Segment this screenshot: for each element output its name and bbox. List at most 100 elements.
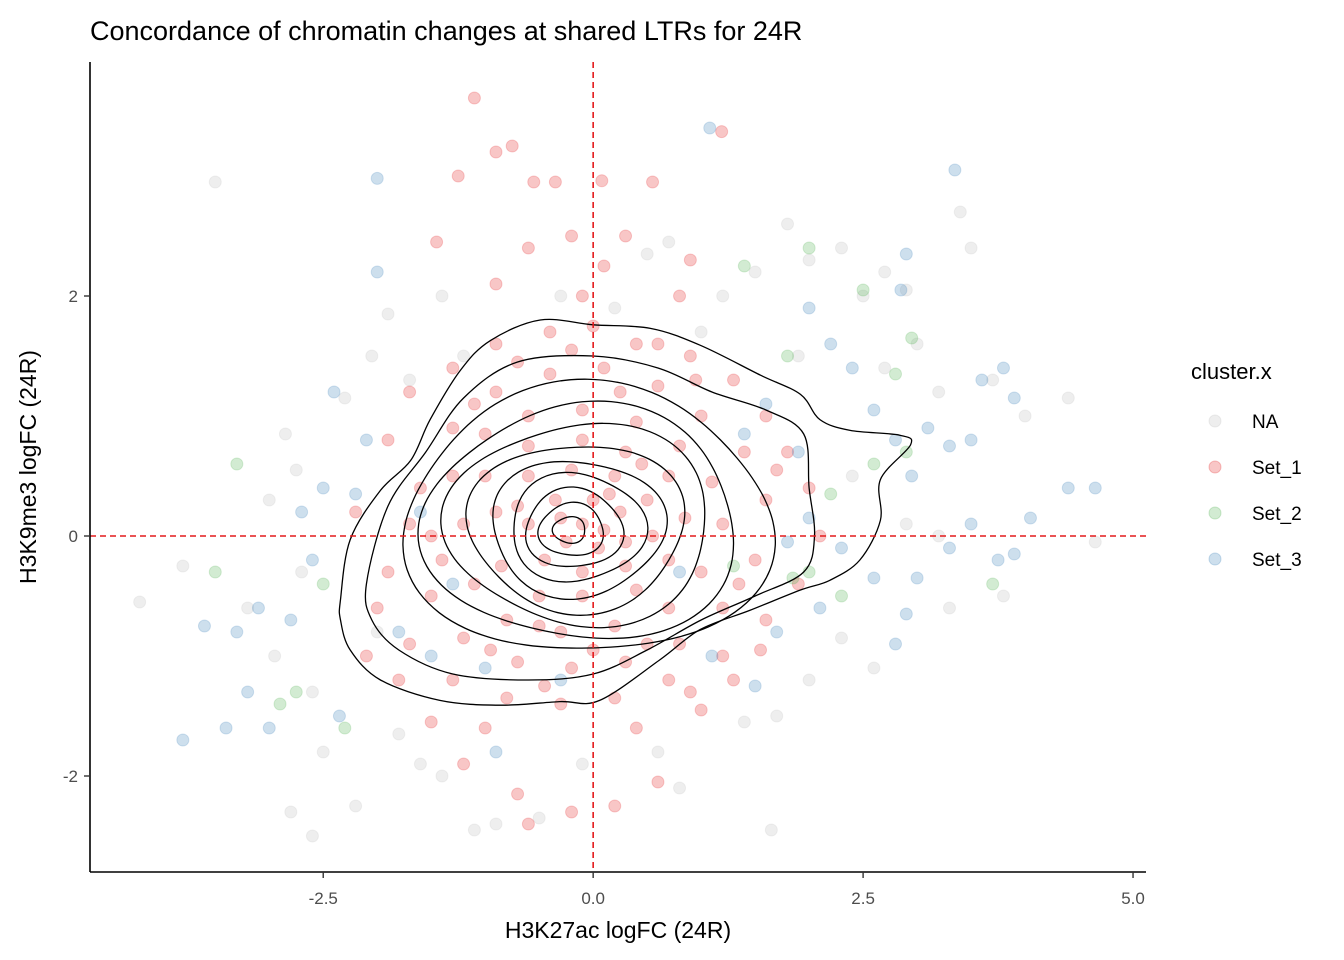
density-contour-3: [402, 378, 776, 649]
density-contour-2: [364, 354, 816, 681]
point-na: [289, 463, 303, 477]
point-set-1: [467, 397, 481, 411]
point-set-2: [905, 331, 919, 345]
point-na: [899, 283, 913, 297]
point-set-3: [791, 445, 805, 459]
point-set-3: [332, 709, 346, 723]
point-set-3: [705, 649, 719, 663]
point-set-1: [759, 613, 773, 627]
point-set-1: [565, 229, 579, 243]
point-set-1: [565, 463, 579, 477]
point-set-3: [1007, 547, 1021, 561]
point-set-1: [748, 553, 762, 567]
point-na: [370, 625, 384, 639]
point-set-1: [619, 655, 633, 669]
point-set-1: [451, 169, 465, 183]
point-set-1: [430, 235, 444, 249]
point-set-1: [575, 289, 589, 303]
point-na: [996, 589, 1010, 603]
point-set-1: [521, 469, 535, 483]
point-set-1: [511, 787, 525, 801]
point-set-3: [964, 517, 978, 531]
reference-lines: [90, 62, 1146, 872]
point-set-1: [543, 325, 557, 339]
point-na: [208, 175, 222, 189]
point-set-1: [543, 367, 557, 381]
point-set-3: [899, 607, 913, 621]
point-na: [349, 799, 363, 813]
point-na: [305, 829, 319, 843]
point-set-1: [500, 691, 514, 705]
point-set-3: [975, 373, 989, 387]
point-na: [1018, 409, 1032, 423]
point-na: [489, 817, 503, 831]
point-set-1: [575, 517, 589, 531]
point-set-1: [759, 493, 773, 507]
point-set-1: [595, 174, 609, 188]
point-na: [305, 685, 319, 699]
point-na: [457, 349, 471, 363]
point-na: [737, 715, 751, 729]
point-set-3: [262, 721, 276, 735]
point-set-1: [494, 559, 508, 573]
point-set-1: [575, 589, 589, 603]
point-na: [295, 565, 309, 579]
x-tick-label: 2.5: [851, 889, 875, 908]
point-set-1: [349, 505, 363, 519]
y-tick-label: 0: [69, 527, 78, 546]
point-set-1: [505, 139, 519, 153]
density-contour-1: [338, 318, 913, 706]
point-set-1: [716, 517, 730, 531]
point-set-1: [565, 661, 579, 675]
point-set-1: [446, 361, 460, 375]
y-tick-label: -2: [63, 767, 78, 786]
point-set-1: [673, 289, 687, 303]
point-set-1: [457, 631, 471, 645]
point-set-3: [251, 601, 265, 615]
point-set-1: [613, 505, 627, 519]
point-set-3: [899, 247, 913, 261]
point-set-1: [715, 125, 729, 139]
point-set-2: [737, 259, 751, 273]
point-na: [413, 757, 427, 771]
point-set-3: [942, 541, 956, 555]
point-set-1: [370, 601, 384, 615]
point-set-3: [948, 163, 962, 177]
point-set-3: [295, 505, 309, 519]
point-na: [694, 325, 708, 339]
point-set-2: [316, 577, 330, 591]
point-set-1: [489, 505, 503, 519]
point-set-3: [910, 571, 924, 585]
density-contour-7: [492, 460, 668, 601]
x-tick-label: -2.5: [309, 889, 338, 908]
point-set-3: [824, 337, 838, 351]
point-na: [748, 265, 762, 279]
point-set-3: [197, 619, 211, 633]
point-na: [953, 205, 967, 219]
point-set-3: [1061, 481, 1075, 495]
point-na: [435, 769, 449, 783]
x-tick-label: 5.0: [1121, 889, 1145, 908]
y-axis-ticks: -2 0 2: [63, 287, 90, 786]
point-set-3: [176, 733, 190, 747]
point-set-1: [694, 409, 708, 423]
point-set-3: [316, 481, 330, 495]
point-na: [435, 289, 449, 303]
point-na: [878, 361, 892, 375]
point-set-3: [813, 601, 827, 615]
y-tick-label: 2: [69, 287, 78, 306]
point-set-1: [597, 361, 611, 375]
point-na: [403, 373, 417, 387]
point-set-3: [921, 421, 935, 435]
point-set-1: [521, 241, 535, 255]
point-set-1: [446, 421, 460, 435]
point-set-1: [602, 487, 616, 501]
point-set-1: [359, 649, 373, 663]
point-set-1: [646, 175, 660, 189]
point-set-2: [899, 445, 913, 459]
point-set-1: [548, 175, 562, 189]
point-set-1: [683, 685, 697, 699]
point-set-3: [802, 511, 816, 525]
point-set-1: [629, 337, 643, 351]
point-set-3: [424, 649, 438, 663]
